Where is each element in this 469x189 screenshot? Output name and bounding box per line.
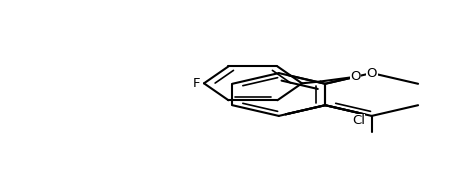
Text: Cl: Cl <box>352 114 365 127</box>
Text: F: F <box>193 77 200 90</box>
Text: O: O <box>366 67 377 80</box>
Text: O: O <box>350 70 361 83</box>
